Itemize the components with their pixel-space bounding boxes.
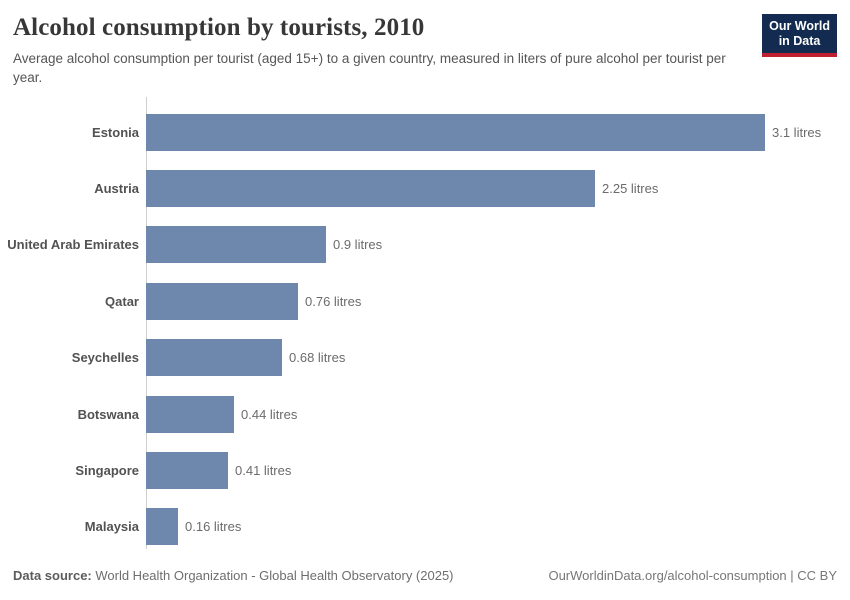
bar [146, 113, 765, 151]
bar [146, 452, 228, 490]
bar-row: Qatar 0.76 litres [0, 273, 850, 329]
data-source-text: World Health Organization - Global Healt… [91, 568, 454, 583]
bar-row: Austria 2.25 litres [0, 160, 850, 216]
bar-row: Botswana 0.44 litres [0, 386, 850, 442]
bar [146, 170, 595, 208]
data-source: Data source: World Health Organization -… [13, 568, 454, 583]
bar-row: Seychelles 0.68 litres [0, 330, 850, 386]
bar-area: 0.41 litres [146, 442, 850, 498]
footer-link[interactable]: OurWorldinData.org/alcohol-consumption |… [548, 568, 837, 583]
category-label: Seychelles [71, 350, 139, 366]
bar-row: United Arab Emirates 0.9 litres [0, 217, 850, 273]
value-label: 0.44 litres [241, 406, 298, 422]
owid-logo-line1: Our World [769, 19, 830, 33]
value-label: 0.16 litres [185, 519, 242, 535]
bar-area: 3.1 litres [146, 104, 850, 160]
data-source-label: Data source: [13, 568, 92, 583]
bar [146, 395, 234, 433]
value-label: 0.68 litres [289, 350, 346, 366]
value-label: 0.9 litres [333, 237, 383, 253]
bar-area: 0.68 litres [146, 330, 850, 386]
bar-area: 0.76 litres [146, 273, 850, 329]
bar [146, 508, 178, 546]
bar-row: Malaysia 0.16 litres [0, 499, 850, 555]
value-label: 0.76 litres [305, 293, 362, 309]
category-label: Botswana [77, 406, 139, 422]
chart-title: Alcohol consumption by tourists, 2010 [13, 14, 425, 41]
bar-area: 0.16 litres [146, 499, 850, 555]
bar [146, 282, 298, 320]
chart-plot: Estonia 3.1 litres Austria 2.25 litres Unite… [0, 97, 850, 557]
bar [146, 339, 282, 377]
bar-area: 0.9 litres [146, 217, 850, 273]
bar-area: 0.44 litres [146, 386, 850, 442]
value-label: 0.41 litres [235, 463, 292, 479]
footer: Data source: World Health Organization -… [13, 568, 837, 583]
category-label: Malaysia [84, 519, 139, 535]
category-label: United Arab Emirates [7, 237, 139, 253]
category-label: Singapore [75, 463, 139, 479]
bar-row: Singapore 0.41 litres [0, 442, 850, 498]
chart-subtitle: Average alcohol consumption per tourist … [13, 51, 726, 85]
y-axis-line [146, 97, 147, 549]
value-label: 2.25 litres [602, 181, 659, 197]
owid-logo-line2: in Data [778, 34, 821, 48]
category-label: Estonia [92, 124, 139, 140]
owid-logo: Our World in Data [762, 14, 837, 57]
bar-row: Estonia 3.1 litres [0, 104, 850, 160]
value-label: 3.1 litres [772, 124, 822, 140]
category-label: Austria [94, 181, 139, 197]
bar [146, 226, 326, 264]
category-label: Qatar [105, 293, 139, 309]
bar-rows: Estonia 3.1 litres Austria 2.25 litres Unite… [0, 104, 850, 555]
bar-area: 2.25 litres [146, 160, 850, 216]
